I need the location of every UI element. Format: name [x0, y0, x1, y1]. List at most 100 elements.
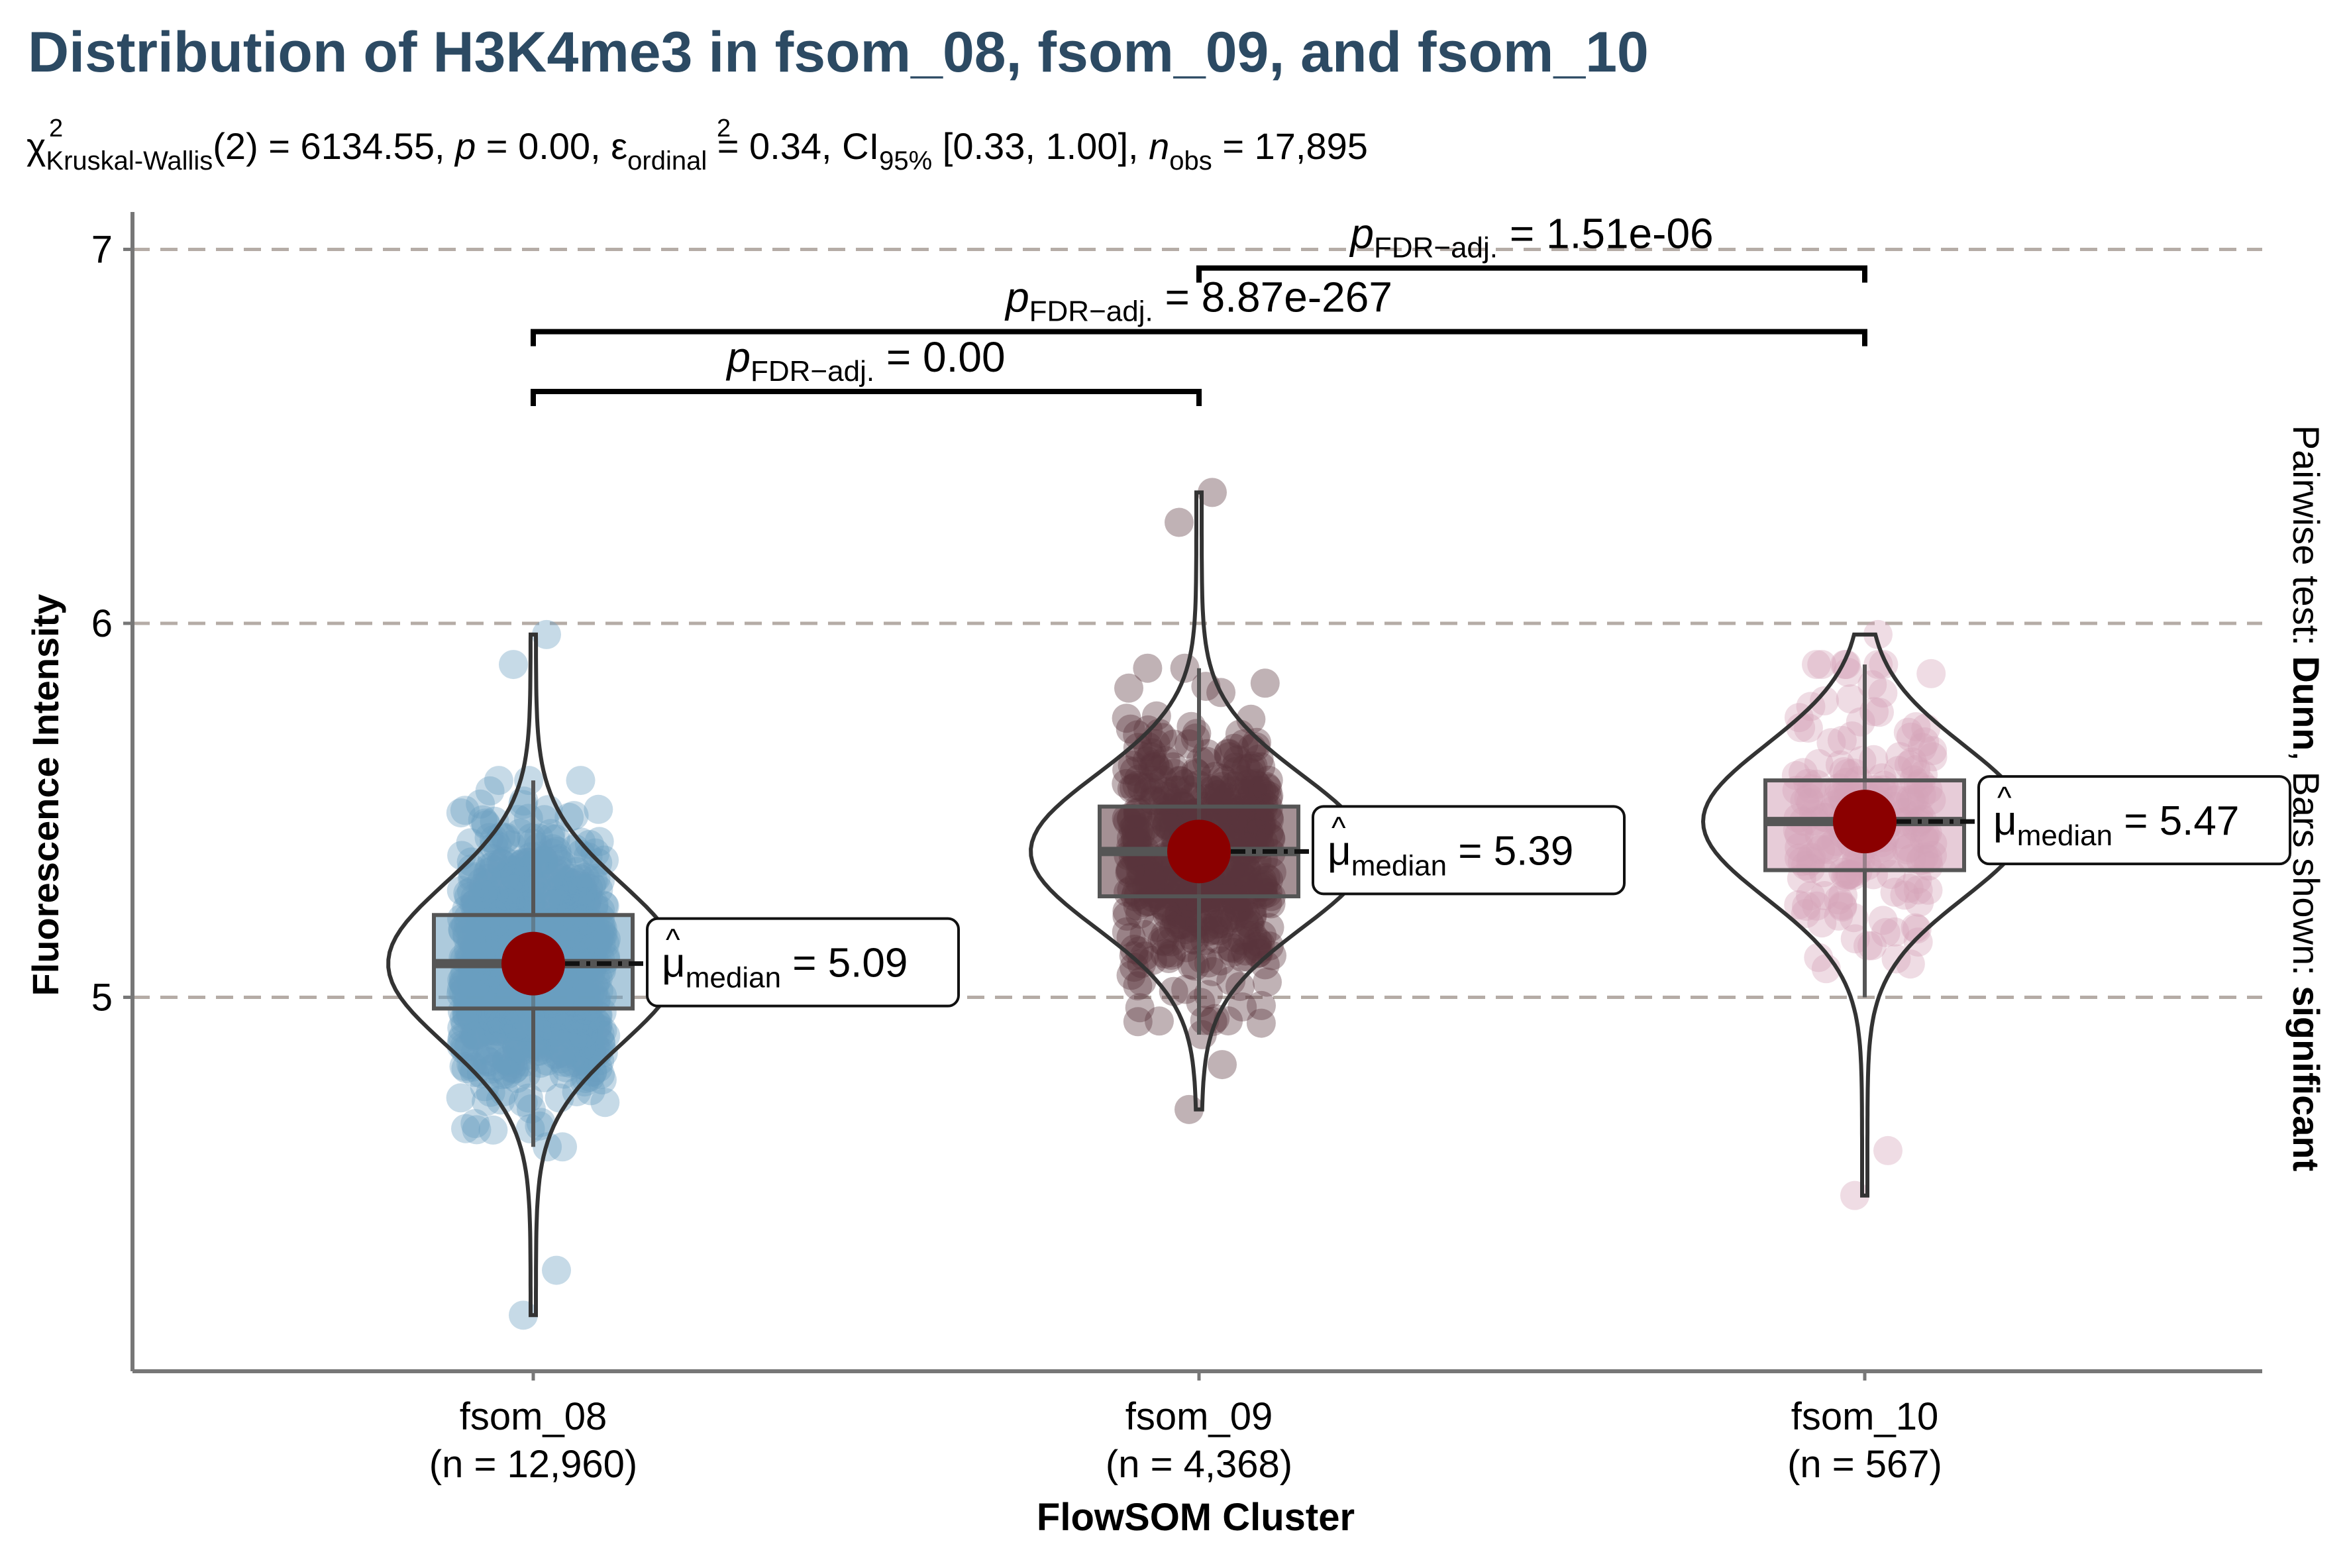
data-point — [485, 1029, 515, 1059]
pairwise-prefix: Pairwise test: — [2285, 425, 2327, 656]
data-point — [495, 1004, 525, 1034]
data-point — [546, 863, 576, 893]
data-point — [1903, 875, 1933, 905]
x-tick-label: fsom_08 — [460, 1395, 607, 1438]
data-point — [1214, 739, 1243, 769]
data-point — [484, 1006, 513, 1035]
data-point — [577, 1035, 607, 1065]
data-point — [559, 1014, 589, 1043]
data-point — [1227, 925, 1257, 955]
median-label-sub: median — [1351, 849, 1447, 882]
data-point — [1147, 926, 1177, 956]
violin-fsom_08 — [386, 632, 680, 1318]
data-point — [1853, 931, 1883, 961]
data-point — [1120, 773, 1149, 803]
data-point — [1836, 684, 1865, 713]
subtitle-chi-value: (2) = 6134.55, — [213, 125, 455, 167]
data-point — [1157, 896, 1186, 925]
data-point — [505, 818, 535, 848]
data-point — [543, 1039, 573, 1069]
data-point — [572, 1006, 602, 1036]
data-point — [501, 1008, 531, 1038]
data-point — [1242, 770, 1272, 800]
data-point — [1231, 936, 1261, 966]
data-point — [1179, 924, 1209, 954]
subtitle-chi-sub: Kruskal-Wallis — [46, 146, 213, 176]
data-point — [576, 871, 606, 901]
x-tick-n-label: (n = 567) — [1787, 1443, 1942, 1486]
median-label-mu: μ — [662, 941, 686, 986]
outlier-point — [1165, 507, 1194, 537]
data-point — [1206, 898, 1236, 927]
data-point — [1147, 723, 1177, 753]
data-point — [590, 1088, 620, 1118]
data-point — [501, 1034, 531, 1064]
data-point — [1141, 729, 1171, 758]
data-point — [1161, 776, 1190, 806]
data-point — [544, 844, 574, 873]
data-point — [1241, 732, 1271, 762]
data-point — [538, 853, 568, 883]
median-label-box-fsom_09 — [1312, 805, 1626, 896]
median-label-hat: ^ — [1997, 780, 2012, 815]
data-point — [564, 880, 594, 910]
subtitle-chi-sup: 2 — [49, 115, 63, 142]
data-point — [1918, 736, 1948, 766]
data-point — [1907, 733, 1937, 762]
data-point — [472, 1033, 502, 1063]
data-point — [584, 827, 614, 857]
data-point — [1204, 780, 1234, 810]
data-point — [554, 867, 584, 897]
data-point — [521, 1029, 550, 1059]
data-point — [490, 862, 520, 892]
data-point — [492, 823, 521, 852]
data-point — [580, 1032, 610, 1061]
median-label-value: = 5.39 — [1447, 828, 1573, 874]
data-point — [502, 1063, 532, 1093]
data-point — [588, 1038, 618, 1068]
data-point — [1159, 913, 1188, 943]
data-point — [1150, 777, 1180, 806]
data-point — [521, 874, 551, 904]
data-point — [473, 1005, 503, 1035]
data-point — [536, 819, 566, 849]
data-point — [1137, 765, 1167, 795]
outlier-point — [499, 650, 528, 680]
data-point — [446, 798, 476, 828]
data-point — [457, 854, 487, 884]
data-point — [499, 874, 529, 904]
data-point — [553, 1004, 583, 1033]
data-point — [529, 805, 559, 835]
data-point — [529, 1063, 559, 1092]
subtitle-eps-value: = 0.34, CI — [707, 125, 879, 167]
data-point — [1165, 898, 1194, 928]
data-point — [447, 1025, 477, 1055]
data-point — [555, 874, 585, 904]
data-point — [563, 1007, 593, 1037]
comparison-p-sub: FDR−adj. — [1374, 232, 1498, 264]
data-point — [548, 1132, 578, 1162]
data-point — [502, 857, 532, 886]
median-label-value: = 5.47 — [2112, 798, 2239, 844]
data-point — [1898, 747, 1927, 777]
data-point — [579, 889, 609, 919]
data-point — [1807, 908, 1837, 938]
data-point — [550, 1039, 580, 1069]
data-point — [1210, 909, 1239, 939]
data-point — [471, 1017, 501, 1047]
pairwise-test-label: Pairwise test: Dunn, Bars shown: signifi… — [2285, 425, 2327, 1171]
data-point — [1152, 782, 1182, 811]
data-point — [1120, 757, 1149, 786]
data-point — [572, 1052, 601, 1082]
data-point — [541, 1040, 570, 1070]
data-point — [570, 886, 600, 915]
data-point — [577, 1040, 607, 1069]
data-point — [1254, 781, 1284, 811]
data-point — [1226, 765, 1256, 795]
data-point — [486, 1004, 515, 1034]
data-point — [1255, 913, 1284, 943]
data-point — [496, 1053, 526, 1083]
data-point — [571, 1008, 601, 1037]
comparison-p-value: = 1.51e-06 — [1498, 210, 1714, 258]
data-point — [1242, 727, 1272, 757]
